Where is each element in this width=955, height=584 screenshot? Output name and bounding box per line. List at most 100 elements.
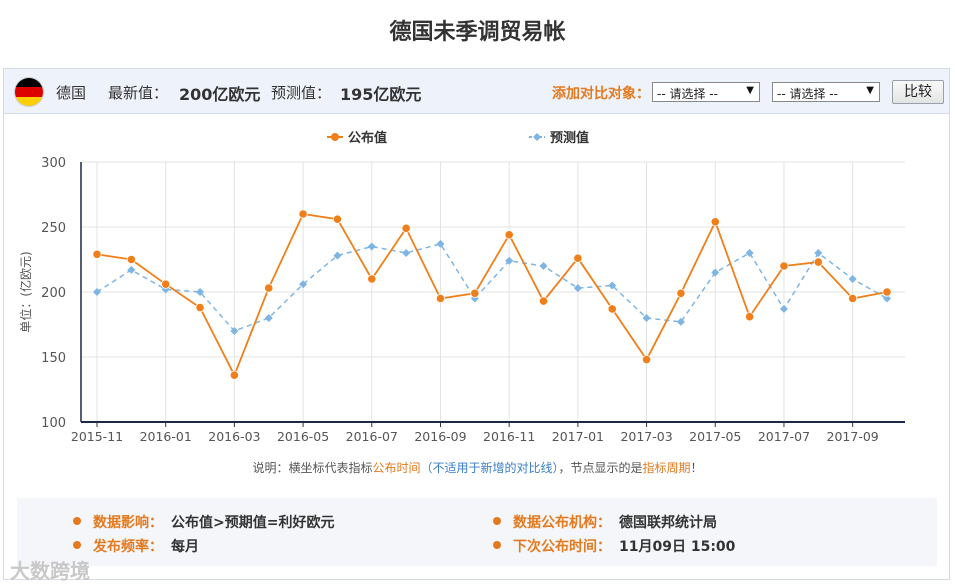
- data-point-actual: [607, 304, 617, 314]
- legend-label: 预测值: [550, 130, 589, 146]
- compare-select-1[interactable]: -- 请选择 -- ▼: [652, 82, 760, 102]
- x-tick-label: 2017-01: [552, 429, 604, 444]
- compare-select-2[interactable]: -- 请选择 -- ▼: [772, 82, 880, 102]
- legend-marker-forecast: [533, 133, 541, 141]
- latest-label: 最新值：: [108, 84, 169, 102]
- data-point-forecast: [745, 249, 754, 257]
- flag-stripe-black: [15, 78, 43, 88]
- data-point-forecast: [93, 288, 101, 296]
- data-point-forecast: [196, 288, 205, 296]
- country-name: 德国: [56, 84, 87, 102]
- dropdown-arrow-icon: ▼: [866, 85, 874, 96]
- data-point-actual: [401, 223, 411, 233]
- y-tick-label: 300: [41, 156, 66, 171]
- x-tick-label: 2017-03: [620, 429, 672, 444]
- dropdown-arrow-icon: ▼: [746, 85, 754, 96]
- latest-value: 200亿欧元: [179, 85, 261, 104]
- flag-stripe-gold: [15, 96, 43, 106]
- y-tick-label: 100: [41, 416, 66, 431]
- series-line-forecast: [96, 243, 888, 332]
- data-point-forecast: [230, 327, 239, 335]
- agency-label: 数据公布机构：: [513, 515, 611, 531]
- data-point-actual: [367, 274, 377, 284]
- data-point-forecast: [333, 251, 342, 260]
- x-tick-label: 2016-03: [208, 429, 260, 444]
- flag-stripe-red: [15, 87, 43, 97]
- data-point-forecast: [299, 280, 308, 289]
- note-paren: （不适用于新增的对比线）: [420, 461, 559, 475]
- data-point-actual: [779, 261, 789, 271]
- data-point-actual: [504, 230, 514, 240]
- data-point-actual: [573, 253, 583, 263]
- data-point-actual: [264, 283, 274, 293]
- info-frequency: 发布频率： 每月: [73, 536, 199, 556]
- watermark: 大数跨境: [10, 559, 90, 583]
- data-point-actual: [298, 209, 308, 219]
- compare-select-1-value: -- 请选择 --: [657, 87, 718, 101]
- note-highlight-time: 公布时间: [372, 461, 421, 475]
- x-tick-label: 2015-11: [71, 429, 123, 444]
- data-point-forecast: [436, 239, 445, 248]
- note-suffix: ！: [690, 461, 703, 475]
- note-highlight-period: 指标周期: [642, 461, 691, 475]
- x-tick-label: 2017-05: [689, 429, 741, 444]
- data-point-actual: [332, 214, 343, 224]
- indicator-topbar: 德国 最新值： 200亿欧元 预测值： 195亿欧元 添加对比对象： -- 请选…: [4, 69, 949, 114]
- impact-value: 公布值>预期值=利好欧元: [171, 515, 335, 531]
- data-point-actual: [676, 288, 686, 298]
- legend-marker-actual: [331, 133, 339, 141]
- series-line-actual: [96, 213, 888, 378]
- forecast-value: 195亿欧元: [340, 85, 422, 104]
- data-point-actual: [813, 257, 823, 267]
- x-tick-label: 2017-07: [758, 429, 810, 444]
- data-point-actual: [538, 296, 549, 306]
- data-point-forecast: [642, 314, 651, 322]
- frequency-label: 发布频率：: [93, 539, 163, 555]
- data-point-forecast: [127, 265, 136, 274]
- data-point-forecast: [264, 314, 273, 322]
- next-release-label: 下次公布时间：: [513, 539, 611, 555]
- data-point-forecast: [367, 242, 376, 251]
- data-point-forecast: [402, 249, 411, 257]
- data-point-forecast: [608, 281, 617, 290]
- chart-note: 说明：横坐标代表指标公布时间（不适用于新增的对比线），节点显示的是指标周期！: [0, 459, 955, 476]
- x-tick-label: 2017-09: [827, 429, 879, 444]
- page-title: 德国未季调贸易帐: [389, 20, 566, 45]
- data-point-actual: [641, 354, 652, 365]
- forecast-label: 预测值：: [271, 84, 332, 102]
- x-tick-label: 2016-01: [140, 429, 192, 444]
- bullet-icon: [73, 541, 81, 549]
- y-axis-label: 单位：(亿欧元): [18, 251, 33, 332]
- legend-label: 公布值: [348, 130, 387, 146]
- y-tick-label: 200: [41, 286, 66, 301]
- data-point-actual: [161, 279, 171, 289]
- info-impact: 数据影响： 公布值>预期值=利好欧元: [73, 512, 334, 532]
- data-point-forecast: [779, 304, 788, 313]
- data-point-actual: [195, 302, 205, 313]
- data-point-forecast: [505, 256, 514, 265]
- info-box: 数据影响： 公布值>预期值=利好欧元 数据公布机构： 德国联邦统计局 发布频率： 每月…: [17, 498, 937, 566]
- x-tick-label: 2016-11: [483, 429, 535, 444]
- bullet-icon: [73, 517, 81, 525]
- data-point-forecast: [676, 317, 685, 326]
- trade-balance-chart: 100 150 200 250 300 2015-11 2016-01 2016-03 2016…: [18, 130, 905, 444]
- impact-label: 数据影响：: [93, 515, 163, 531]
- x-tick-label: 2016-09: [414, 429, 466, 444]
- bullet-icon: [493, 517, 501, 525]
- compare-select-2-value: -- 请选择 --: [777, 87, 838, 101]
- agency-value: 德国联邦统计局: [619, 515, 717, 531]
- x-tick-label: 2016-05: [277, 429, 329, 444]
- data-point-actual: [126, 254, 136, 265]
- data-point-actual: [92, 249, 102, 259]
- data-point-forecast: [539, 262, 548, 270]
- bullet-icon: [493, 541, 501, 549]
- data-point-actual: [745, 312, 755, 322]
- y-tick-label: 150: [41, 351, 66, 366]
- note-prefix: 说明：横坐标代表指标: [252, 461, 373, 475]
- next-release-value: 11月09日 15:00: [619, 539, 736, 555]
- data-point-forecast: [573, 284, 582, 293]
- data-point-forecast: [883, 294, 891, 303]
- compare-button[interactable]: 比较: [892, 80, 944, 104]
- x-tick-label: 2016-07: [346, 429, 398, 444]
- data-point-actual: [848, 293, 858, 304]
